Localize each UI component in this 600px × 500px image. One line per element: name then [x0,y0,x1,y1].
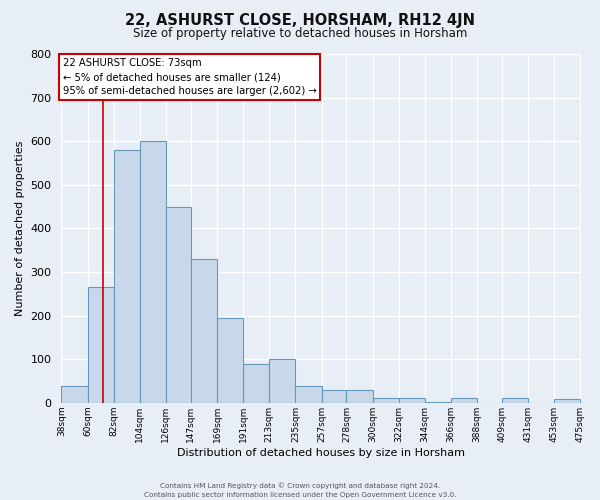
Text: Size of property relative to detached houses in Horsham: Size of property relative to detached ho… [133,28,467,40]
Bar [554,400,580,403]
X-axis label: Distribution of detached houses by size in Horsham: Distribution of detached houses by size … [177,448,465,458]
Bar [269,359,295,403]
Bar [217,318,243,403]
Text: 22, ASHURST CLOSE, HORSHAM, RH12 4JN: 22, ASHURST CLOSE, HORSHAM, RH12 4JN [125,12,475,28]
Bar [373,398,399,403]
Bar [191,259,217,403]
Bar [322,390,346,403]
Bar [502,398,528,403]
Bar [166,206,191,403]
Text: Contains HM Land Registry data © Crown copyright and database right 2024.: Contains HM Land Registry data © Crown c… [160,482,440,489]
Bar [346,390,373,403]
Bar [140,141,166,403]
Bar [425,402,451,403]
Y-axis label: Number of detached properties: Number of detached properties [15,140,25,316]
Bar [295,386,322,403]
Bar [243,364,269,403]
Bar [399,398,425,403]
Bar [113,150,140,403]
Text: Contains public sector information licensed under the Open Government Licence v3: Contains public sector information licen… [144,492,456,498]
Bar [61,386,88,403]
Bar [88,288,113,403]
Bar [451,398,477,403]
Text: 22 ASHURST CLOSE: 73sqm
← 5% of detached houses are smaller (124)
95% of semi-de: 22 ASHURST CLOSE: 73sqm ← 5% of detached… [62,58,316,96]
